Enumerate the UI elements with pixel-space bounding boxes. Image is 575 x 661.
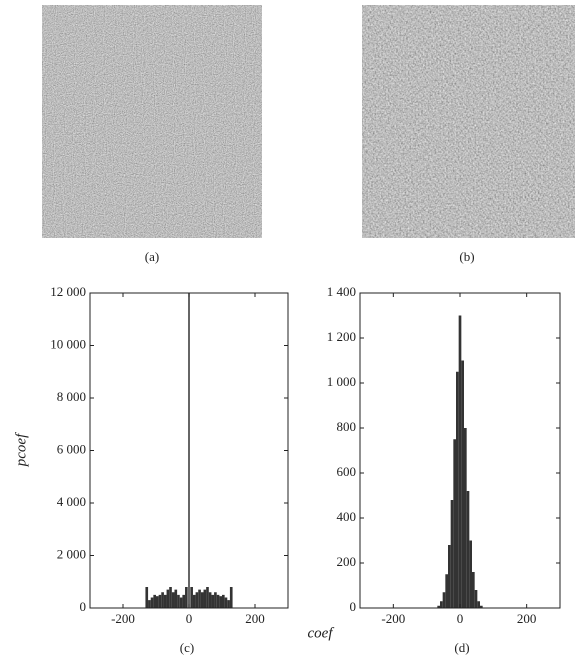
bar [467, 491, 470, 608]
bar [225, 598, 228, 609]
bar [148, 600, 151, 608]
y-tick-label: 800 [337, 419, 357, 434]
bar [185, 587, 188, 608]
caption: (b) [459, 249, 474, 264]
bar [180, 598, 183, 609]
bar [464, 428, 467, 608]
y-tick-label: 1 000 [327, 374, 356, 389]
bar [453, 439, 456, 608]
x-tick-label: 0 [457, 611, 464, 626]
caption: (a) [145, 249, 159, 264]
y-tick-label: 0 [80, 599, 87, 614]
bar [451, 500, 454, 608]
bar [169, 587, 172, 608]
bar [445, 574, 448, 608]
image [362, 5, 575, 238]
bar [219, 596, 222, 608]
bar [443, 592, 446, 608]
x-tick-label: -200 [111, 611, 135, 626]
x-tick-label: 0 [186, 611, 193, 626]
y-tick-label: 400 [337, 509, 357, 524]
y-tick-label: 600 [337, 464, 357, 479]
figure: (a) (b) pcoef coef 0 2 000 4 000 6 000 8 000… [0, 0, 575, 661]
y-tick-label: 8 000 [57, 389, 86, 404]
bar [167, 590, 170, 608]
bar [475, 590, 478, 608]
bar [190, 587, 193, 608]
caption: (d) [454, 640, 469, 655]
x-tick-label: 200 [245, 611, 265, 626]
bar [198, 590, 201, 608]
y-tick-label: 6 000 [57, 441, 86, 456]
bar [214, 592, 217, 608]
bar [159, 595, 162, 608]
bar [151, 598, 154, 609]
y-tick-label: 2 000 [57, 546, 86, 561]
bar [472, 572, 475, 608]
y-tick-label: 200 [337, 554, 357, 569]
image [42, 5, 262, 238]
bar [217, 595, 220, 608]
bar [196, 592, 199, 608]
x-tick-label: -200 [381, 611, 405, 626]
bar [211, 595, 214, 608]
bar [230, 587, 233, 608]
bar [174, 590, 177, 608]
bar [222, 595, 225, 608]
bar [164, 595, 167, 608]
bar [182, 595, 185, 608]
bar [156, 596, 159, 608]
caption: (c) [180, 640, 194, 655]
bar [204, 590, 207, 608]
bar [461, 361, 464, 609]
bar [477, 601, 480, 608]
bar [440, 601, 443, 608]
y-tick-label: 0 [350, 599, 357, 614]
bar [227, 600, 230, 608]
y-tick-label: 1 400 [327, 284, 356, 299]
y-tick-label: 12 000 [50, 284, 86, 299]
y-tick-label: 4 000 [57, 494, 86, 509]
y-tick-label: 10 000 [50, 336, 86, 351]
y-tick-label: 1 200 [327, 329, 356, 344]
bar [188, 293, 190, 608]
bar [459, 316, 462, 609]
x-tick-label: 200 [517, 611, 537, 626]
bar [193, 595, 196, 608]
bar [161, 592, 164, 608]
bar [201, 592, 204, 608]
bar [206, 587, 209, 608]
bar [153, 595, 156, 608]
bar [456, 372, 459, 608]
y-axis-label: pcoef [13, 432, 29, 467]
bar [469, 541, 472, 609]
bar [177, 595, 180, 608]
bar [145, 587, 148, 608]
bar [448, 545, 451, 608]
bar [209, 592, 212, 608]
x-axis-label: coef [308, 625, 335, 641]
bar [172, 592, 175, 608]
